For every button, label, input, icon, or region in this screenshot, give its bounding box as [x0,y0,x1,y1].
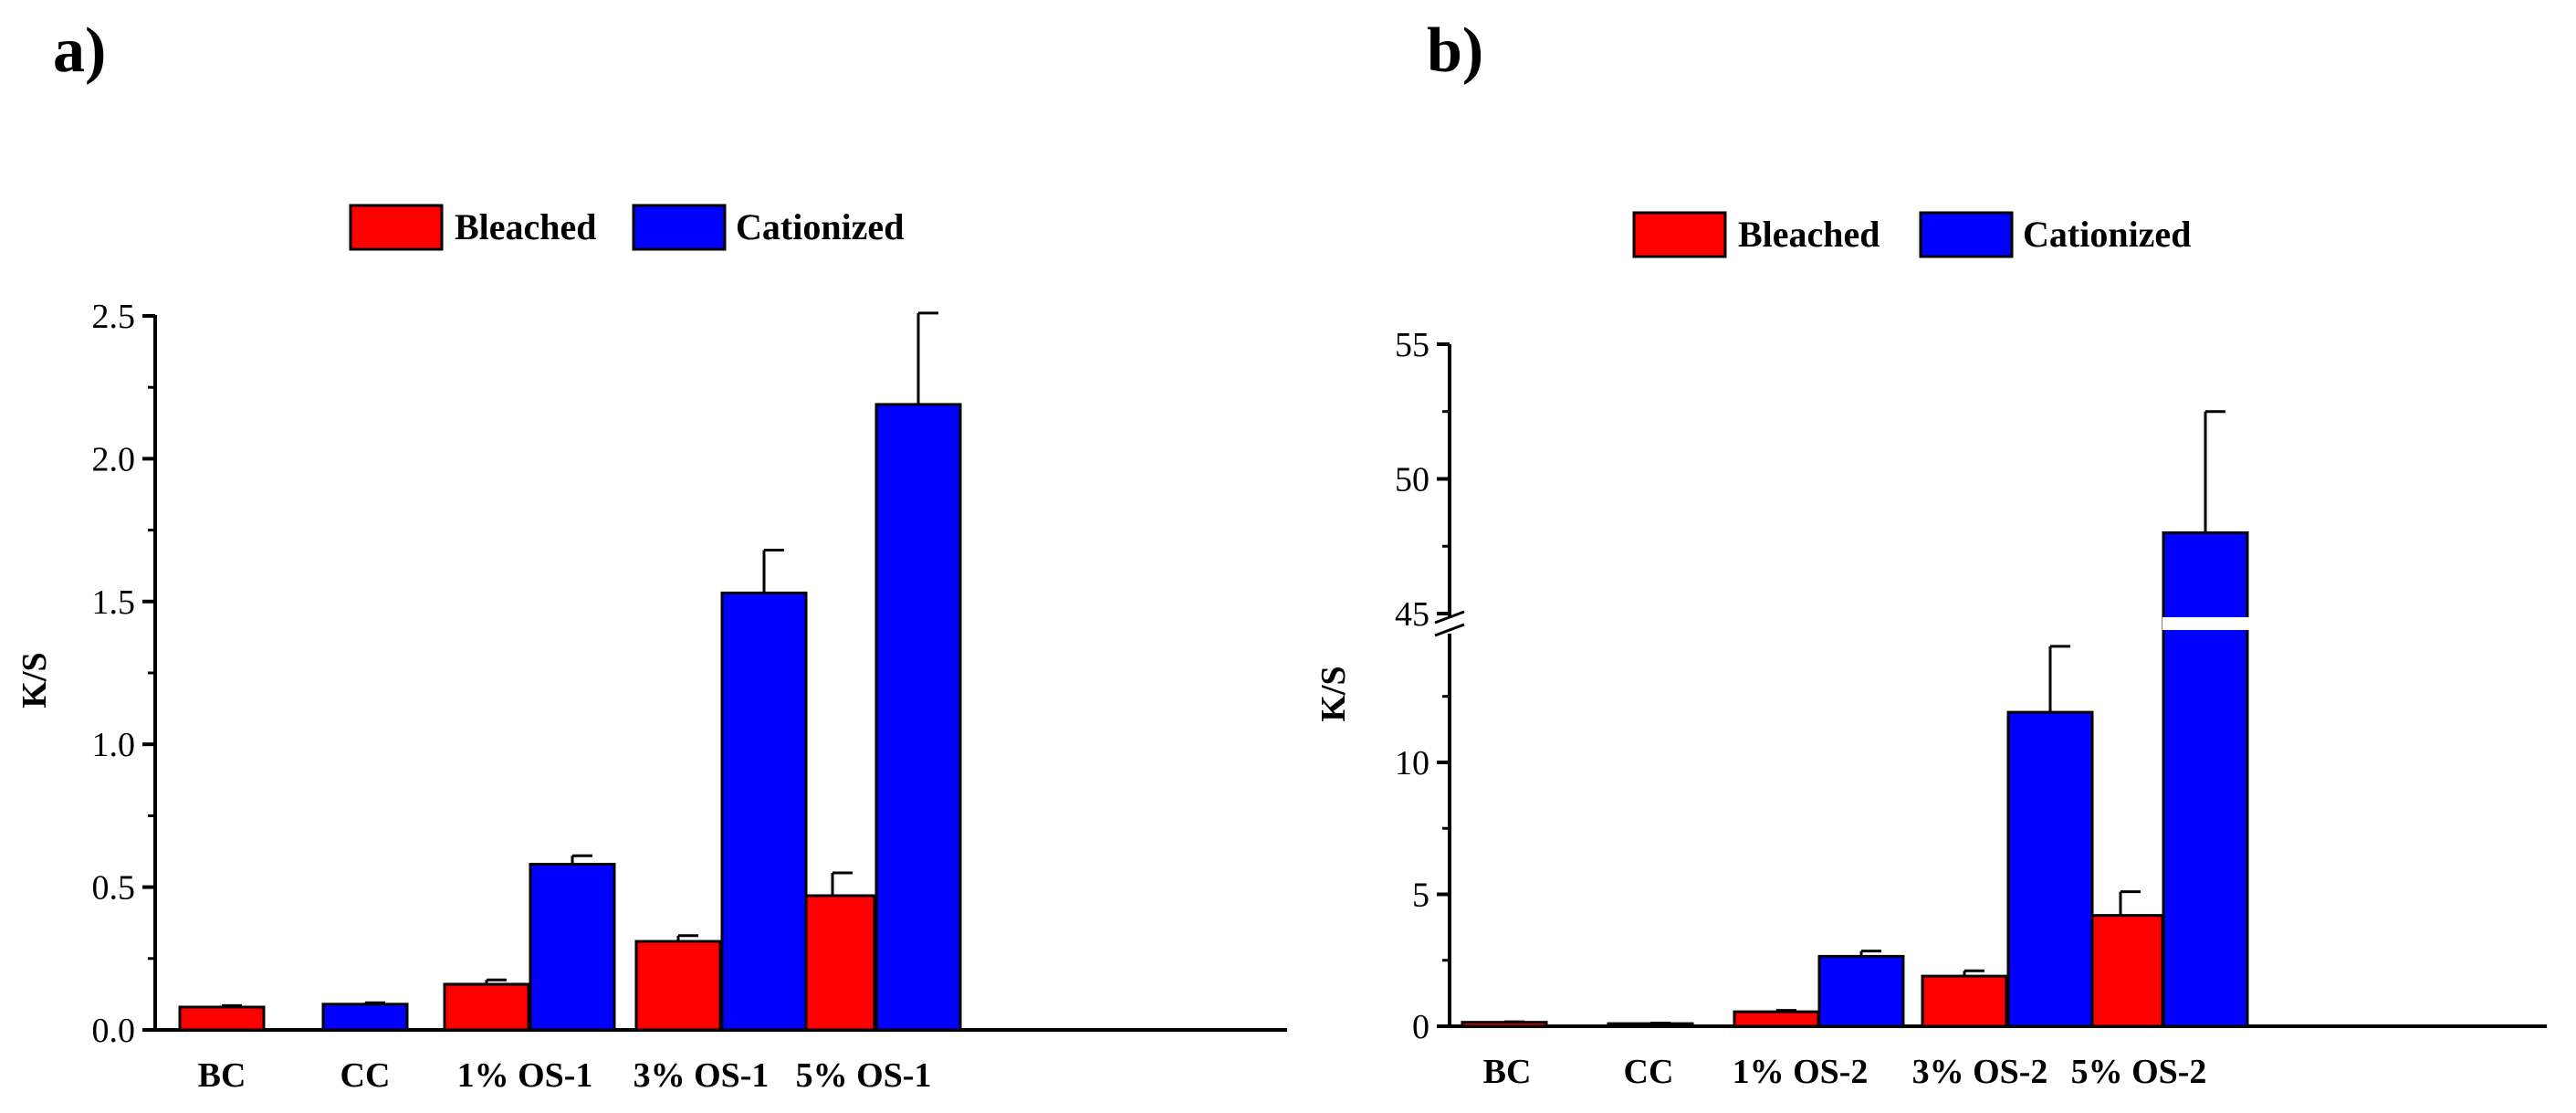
panel-a-y-tick-label: 1.5 [92,583,136,622]
panel-b-axis-break-mark [1434,610,1465,625]
legend-bleached-swatch [1632,211,1727,258]
panel-a-y-axis-title: K/S [16,652,54,708]
panel-b-y-tick-label: 45 [1395,595,1429,634]
panel-b-y-tick-label: 0 [1412,1008,1429,1046]
panel-a-y-tick-label: 2.0 [92,440,136,478]
legend-cationized-swatch [1919,211,2014,258]
panel-b-x-tick-label: 5% OS-2 [2071,1053,2207,1091]
panel-a-bar-bleached [443,982,530,1032]
panel-b-legend: Bleached Cationized [1632,211,2191,258]
panel-b-y-tick-label: 55 [1395,326,1429,364]
panel-a-y-tick-label: 1.0 [92,726,136,764]
panel-a-x-tick-label: 1% OS-1 [457,1056,593,1095]
panel-a-bar-cationized [720,591,808,1032]
panel-b-bar-break-band [2162,617,2249,630]
panel-a-bar-bleached [634,940,722,1032]
panel-b-axis-break-mark [1434,623,1465,637]
panel-a-x-tick-label: CC [340,1056,391,1095]
legend-cationized-swatch [632,204,727,251]
panel-b-bar-cationized [2162,531,2249,1028]
legend-bleached-label: Bleached [1738,214,1880,255]
panel-b-y-tick-label: 10 [1395,744,1429,782]
panel-a-x-tick-label: 5% OS-1 [796,1056,932,1095]
panel-a-bar-cationized [529,863,616,1032]
panel-b-x-tick-label: 3% OS-2 [1912,1053,2048,1091]
panel-a-x-tick-label: BC [198,1056,246,1095]
panel-a-y-tick-label: 2.5 [92,298,136,336]
panel-b-bar-cationized [2006,710,2094,1028]
panel-a-legend: Bleached Cationized [349,204,904,251]
panel-b-axis-break-gap [1440,617,1461,634]
panel-a-y-tick-label: 0.0 [92,1012,136,1050]
panel-b-bar-cationized [1817,954,1905,1028]
panel-a-label: a) [53,16,106,86]
panel-a-x-tick-label: 3% OS-1 [634,1056,770,1095]
panel-a-y-tick-label: 0.5 [92,869,136,908]
panel-a-bar-cationized [321,1003,409,1032]
panel-a-bars [178,311,962,1032]
panel-b-y-tick-label: 5 [1412,877,1429,915]
panel-b-axes: 0 5 10 45 50 55 BC CC 1% OS-2 3% OS-2 5% OS-2 [1395,326,2547,1091]
panel-b-label: b) [1427,16,1483,86]
panel-b-x-tick-label: CC [1624,1053,1674,1091]
panel-b-y-axis-title: K/S [1314,666,1353,721]
panel-a-axes: 0.0 0.5 1.0 1.5 2.0 2.5 BC CC 1% OS-1 3% OS-1 5% O… [92,298,1287,1095]
panel-b-bars [1461,410,2249,1028]
panel-a: a) Bleached Cationized K/S 0.0 0.5 1.0 1.5 2… [16,16,1287,1095]
legend-bleached-swatch [349,204,444,251]
legend-cationized-label: Cationized [736,206,904,247]
panel-b-bar-bleached [1733,1010,1820,1028]
panel-b-x-tick-label: 1% OS-2 [1733,1053,1869,1091]
panel-b-x-tick-label: BC [1483,1053,1532,1091]
panel-b-y-tick-label: 50 [1395,461,1429,499]
panel-a-bar-bleached [178,1005,266,1032]
panel-a-bar-cationized [874,403,962,1032]
legend-bleached-label: Bleached [455,206,597,247]
legend-cationized-label: Cationized [2023,214,2191,255]
panel-b: b) Bleached Cationized K/S 0 5 10 45 50 55 BC C… [1314,16,2547,1091]
panel-b-bar-bleached [1921,974,2008,1028]
